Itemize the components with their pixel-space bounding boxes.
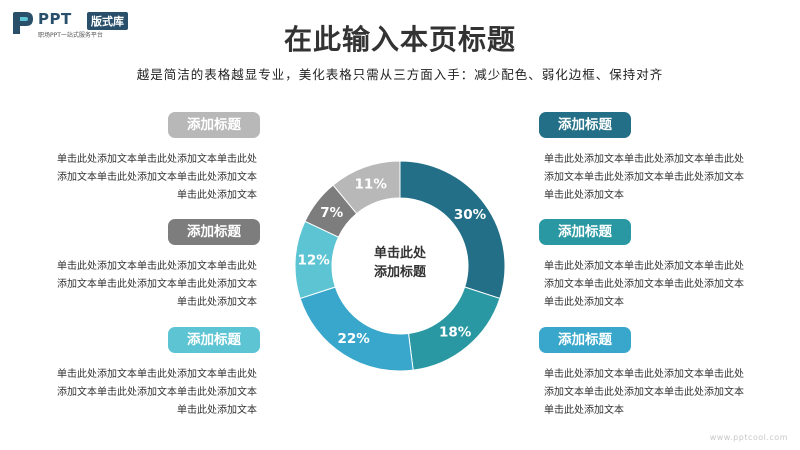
donut-slice-1[interactable] bbox=[399, 160, 506, 300]
desc-line: 添加文本单击此处添加文本单击此处添加文本 bbox=[544, 172, 744, 183]
donut-slice-label-2: 18% bbox=[439, 325, 472, 341]
desc-line: 单击此处添加文本单击此处添加文本单击此处 bbox=[544, 154, 744, 165]
watermark: www.pptcool.com bbox=[709, 433, 788, 442]
desc-line: 添加文本单击此处添加文本单击此处添加文本 bbox=[57, 387, 257, 398]
desc-left-2[interactable]: 单击此处添加文本单击此处添加文本单击此处 添加文本单击此处添加文本单击此处添加文… bbox=[52, 258, 257, 312]
desc-left-3[interactable]: 单击此处添加文本单击此处添加文本单击此处 添加文本单击此处添加文本单击此处添加文… bbox=[52, 366, 257, 420]
donut-slice-label-1: 30% bbox=[454, 207, 487, 223]
logo-tagline: 职场PPT一站式服务平台 bbox=[38, 32, 103, 39]
donut-slice-6[interactable] bbox=[332, 160, 401, 215]
desc-line: 单击此处添加文本单击此处添加文本单击此处 bbox=[57, 154, 257, 165]
page-title[interactable]: 在此输入本页标题 bbox=[283, 23, 516, 56]
heading-pill-left-1[interactable]: 添加标题 bbox=[168, 112, 260, 138]
desc-line: 单击此处添加文本单击此处添加文本单击此处 bbox=[544, 261, 744, 272]
desc-line: 单击此处添加文本 bbox=[544, 190, 624, 201]
donut-slice-label-4: 12% bbox=[298, 253, 331, 269]
center-label-line-1: 单击此处 bbox=[373, 246, 426, 261]
desc-right-1[interactable]: 单击此处添加文本单击此处添加文本单击此处 添加文本单击此处添加文本单击此处添加文… bbox=[544, 151, 749, 205]
desc-line: 添加文本单击此处添加文本单击此处添加文本 bbox=[544, 387, 744, 398]
desc-line: 单击此处添加文本单击此处添加文本单击此处 bbox=[57, 261, 257, 272]
logo-brand: PPT bbox=[38, 10, 72, 28]
donut-slice-3[interactable] bbox=[299, 286, 414, 372]
page-subtitle[interactable]: 越是简洁的表格越显专业，美化表格只需从三方面入手：减少配色、弱化边框、保持对齐 bbox=[136, 67, 664, 82]
heading-pill-left-2[interactable]: 添加标题 bbox=[168, 219, 260, 245]
donut-slice-label-3: 22% bbox=[337, 331, 370, 347]
desc-line: 单击此处添加文本 bbox=[544, 405, 624, 416]
desc-line: 单击此处添加文本单击此处添加文本单击此处 bbox=[544, 369, 744, 380]
heading-pill-right-1[interactable]: 添加标题 bbox=[539, 112, 631, 138]
desc-line: 单击此处添加文本单击此处添加文本单击此处 bbox=[57, 369, 257, 380]
logo-mark-icon bbox=[13, 12, 33, 34]
heading-pill-right-3[interactable]: 添加标题 bbox=[539, 327, 631, 353]
desc-left-1[interactable]: 单击此处添加文本单击此处添加文本单击此处 添加文本单击此处添加文本单击此处添加文… bbox=[52, 151, 257, 205]
donut-chart: 30% 18% 22% 12% 7% 11% bbox=[294, 160, 506, 372]
desc-line: 添加文本单击此处添加文本单击此处添加文本 bbox=[544, 279, 744, 290]
desc-line: 单击此处添加文本 bbox=[177, 297, 257, 308]
center-label[interactable]: 单击此处 添加标题 bbox=[340, 244, 460, 282]
desc-right-2[interactable]: 单击此处添加文本单击此处添加文本单击此处 添加文本单击此处添加文本单击此处添加文… bbox=[544, 258, 749, 312]
heading-pill-left-3[interactable]: 添加标题 bbox=[168, 327, 260, 353]
donut-slice-label-5: 7% bbox=[320, 205, 343, 221]
donut-slice-label-6: 11% bbox=[355, 177, 388, 193]
logo-badge: 版式库 bbox=[87, 12, 128, 30]
desc-line: 单击此处添加文本 bbox=[177, 190, 257, 201]
desc-line: 单击此处添加文本 bbox=[177, 405, 257, 416]
heading-pill-right-2[interactable]: 添加标题 bbox=[539, 219, 631, 245]
logo: PPT 版式库 职场PPT一站式服务平台 bbox=[10, 8, 160, 40]
desc-right-3[interactable]: 单击此处添加文本单击此处添加文本单击此处 添加文本单击此处添加文本单击此处添加文… bbox=[544, 366, 749, 420]
desc-line: 单击此处添加文本 bbox=[544, 297, 624, 308]
desc-line: 添加文本单击此处添加文本单击此处添加文本 bbox=[57, 279, 257, 290]
center-label-line-2: 添加标题 bbox=[373, 265, 426, 280]
desc-line: 添加文本单击此处添加文本单击此处添加文本 bbox=[57, 172, 257, 183]
